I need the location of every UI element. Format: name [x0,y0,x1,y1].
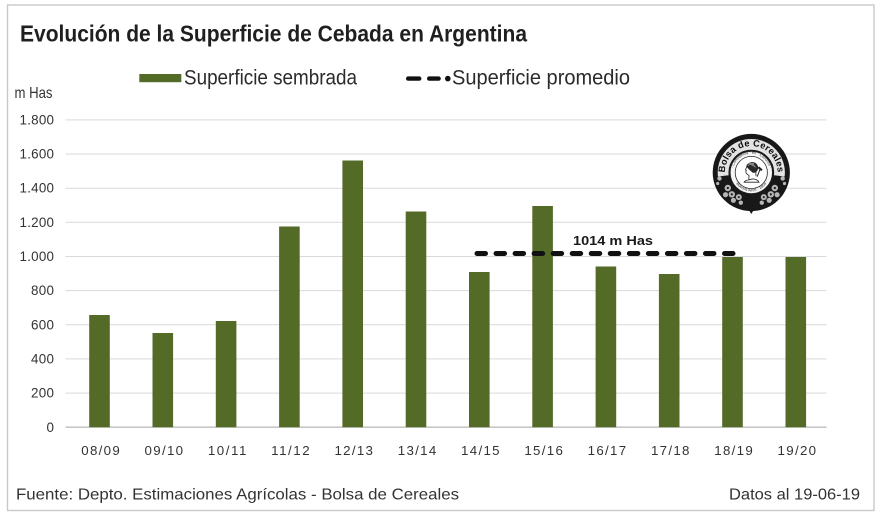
svg-text:800: 800 [31,283,54,298]
svg-text:1.000: 1.000 [20,249,55,264]
svg-text:19/20: 19/20 [778,443,817,458]
svg-text:08/09: 08/09 [81,443,120,458]
svg-text:600: 600 [31,317,54,332]
svg-text:1.200: 1.200 [20,215,55,230]
svg-text:m Has: m Has [15,85,53,102]
svg-text:Fuente: Depto. Estimaciones Ag: Fuente: Depto. Estimaciones Agrícolas - … [16,487,459,504]
svg-text:200: 200 [31,386,54,401]
svg-text:1.400: 1.400 [20,181,55,196]
svg-text:18/19: 18/19 [714,443,753,458]
svg-text:Evolución de la Superficie de: Evolución de la Superficie de Cebada en … [20,20,528,46]
svg-text:09/10: 09/10 [145,443,184,458]
svg-text:1.800: 1.800 [20,112,55,127]
svg-text:Superficie promedio: Superficie promedio [452,67,630,90]
svg-text:17/18: 17/18 [651,443,690,458]
svg-text:0: 0 [47,420,54,435]
svg-text:13/14: 13/14 [398,443,437,458]
svg-text:Superficie sembrada: Superficie sembrada [184,67,357,90]
svg-text:11/12: 11/12 [271,443,310,458]
svg-text:1.600: 1.600 [20,147,55,162]
svg-text:Datos al 19-06-19: Datos al 19-06-19 [729,487,860,504]
svg-text:1014 m Has: 1014 m Has [573,233,653,248]
svg-text:16/17: 16/17 [588,443,627,458]
svg-text:15/16: 15/16 [524,443,563,458]
svg-text:400: 400 [31,351,54,366]
svg-text:10/11: 10/11 [208,443,247,458]
svg-text:14/15: 14/15 [461,443,500,458]
svg-text:12/13: 12/13 [334,443,373,458]
